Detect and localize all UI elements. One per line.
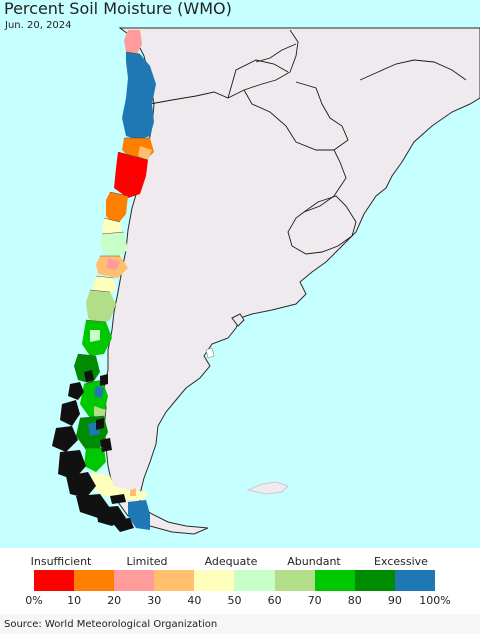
legend-category-abundant: Abundant [287,555,341,568]
region-darkgreen-1 [74,354,100,384]
legend-tick: 70 [307,594,322,607]
legend-tick: 20 [107,594,122,607]
region-pink-north [124,30,142,56]
country-borders [149,29,467,255]
legend-tick: 0% [25,594,43,607]
source-credit: Source: World Meteorological Organizatio… [4,619,218,630]
legend-swatch-70-80 [314,570,355,591]
legend-swatch-20-30 [114,570,155,591]
legend-swatch-50-60 [234,570,275,591]
region-lightgreen-1 [100,232,128,258]
region-excessive-mid [94,386,104,398]
legend-tick: 80 [347,594,362,607]
falkland-islands [246,481,289,495]
land-mass [103,27,480,535]
legend-tick: 60 [267,594,282,607]
legend-tick: 90 [387,594,402,607]
region-abundant-1 [86,290,116,326]
legend-category-excessive: Excessive [374,555,428,568]
map-title: Percent Soil Moisture (WMO) [4,0,232,18]
legend-tick: 100% [419,594,451,607]
chile-soil-moisture [74,30,156,530]
legend-swatch-0-10 [34,570,75,591]
legend-category-adequate: Adequate [204,555,258,568]
legend-swatch-10-20 [74,570,115,591]
region-orange-2 [106,192,128,226]
region-lightgreen-2 [90,330,100,342]
region-salmon-south [130,488,136,496]
region-red [114,152,148,198]
legend-swatch-80-90 [354,570,395,591]
region-green-3 [84,448,106,472]
legend-tick: 40 [187,594,202,607]
legend-category-insufficient: Insufficient [30,555,92,568]
region-abundant-2 [94,406,106,418]
map-date: Jun. 20, 2024 [5,20,72,31]
legend-swatch-90-100 [394,570,435,591]
legend-color-bar [34,570,435,591]
legend-swatch-60-70 [274,570,315,591]
legend-tick: 50 [227,594,242,607]
footer [0,614,480,634]
valdes-peninsula [231,313,245,327]
legend-tick: 10 [67,594,82,607]
legend-tick: 30 [147,594,162,607]
archipelago [52,370,134,532]
soil-moisture-map [0,0,480,548]
legend-swatch-40-50 [194,570,235,591]
region-pink-2 [106,258,120,270]
region-excessive-south [128,500,150,530]
region-excessive-north [122,52,156,140]
lake [205,347,215,359]
legend-category-limited: Limited [126,555,168,568]
legend-swatch-30-40 [154,570,195,591]
region-lines [77,51,150,449]
region-salmon-1 [138,146,152,160]
